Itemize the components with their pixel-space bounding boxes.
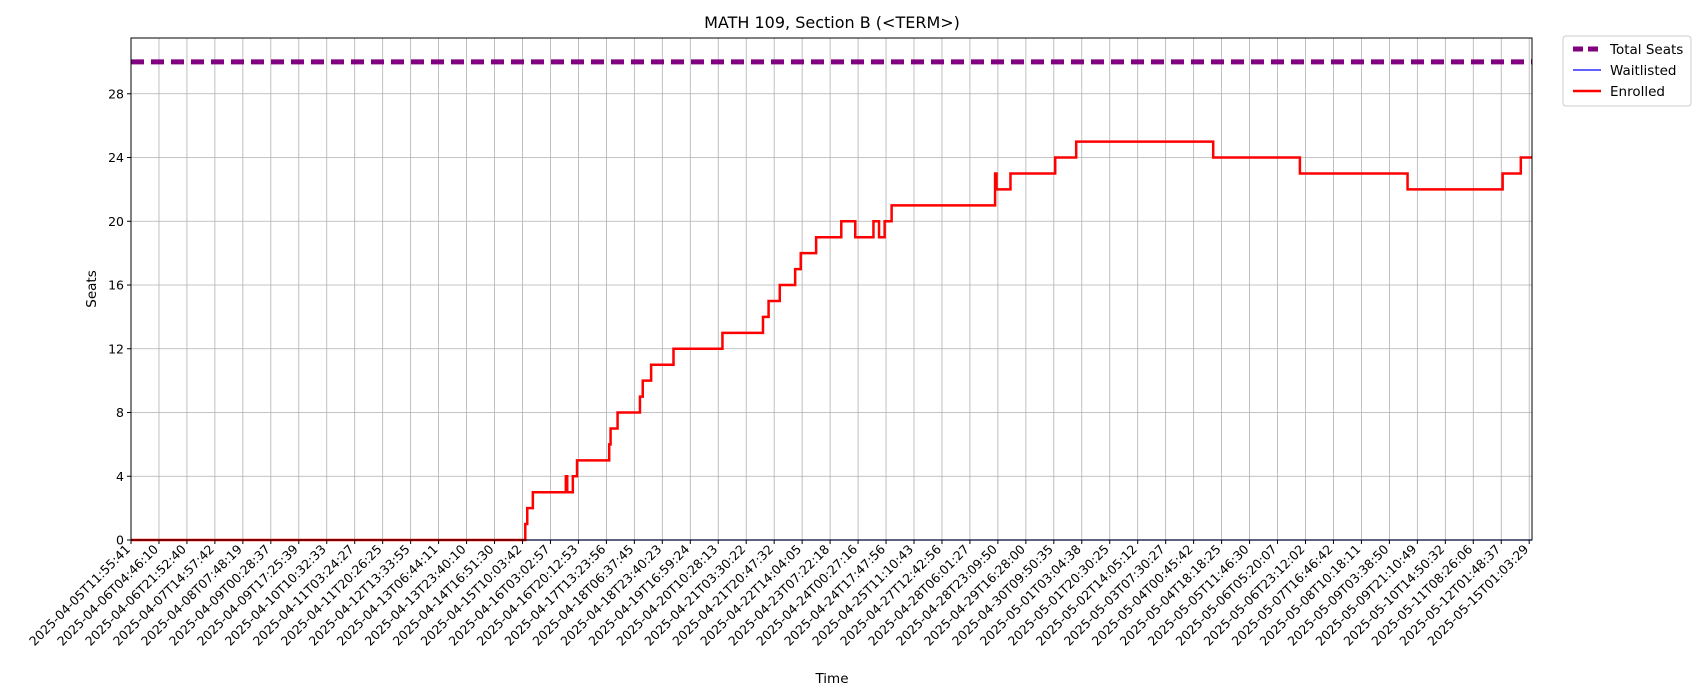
y-tick-layer: 0 4 8 12 16 20 24 28: [108, 86, 131, 548]
y-tick-label: 4: [116, 469, 124, 484]
y-tick-label: 24: [108, 150, 124, 165]
y-axis-label: Seats: [84, 270, 100, 307]
legend-label-waitlisted: Waitlisted: [1610, 63, 1677, 79]
x-tick-layer: 2025-04-05T11:55:412025-04-06T04:46:1020…: [26, 540, 1531, 649]
y-tick-label: 20: [108, 214, 124, 229]
x-axis-label: Time: [814, 671, 848, 687]
grid-layer: [130, 38, 1532, 541]
series-layer: [131, 59, 1532, 542]
chart-title: MATH 109, Section B (<TERM>): [704, 13, 960, 32]
y-tick-label: 0: [116, 533, 124, 548]
plot-frame: [130, 37, 1533, 541]
legend: Total Seats Waitlisted Enrolled: [1562, 35, 1692, 107]
y-tick-label: 16: [108, 278, 124, 293]
series-line-enrolled: [131, 140, 1532, 542]
y-tick-label: 12: [108, 341, 124, 356]
legend-label-total-seats: Total Seats: [1609, 42, 1683, 58]
y-tick-label: 28: [108, 86, 124, 101]
legend-label-enrolled: Enrolled: [1610, 84, 1665, 100]
legend-box: [1562, 35, 1692, 107]
y-tick-label: 8: [116, 405, 124, 420]
